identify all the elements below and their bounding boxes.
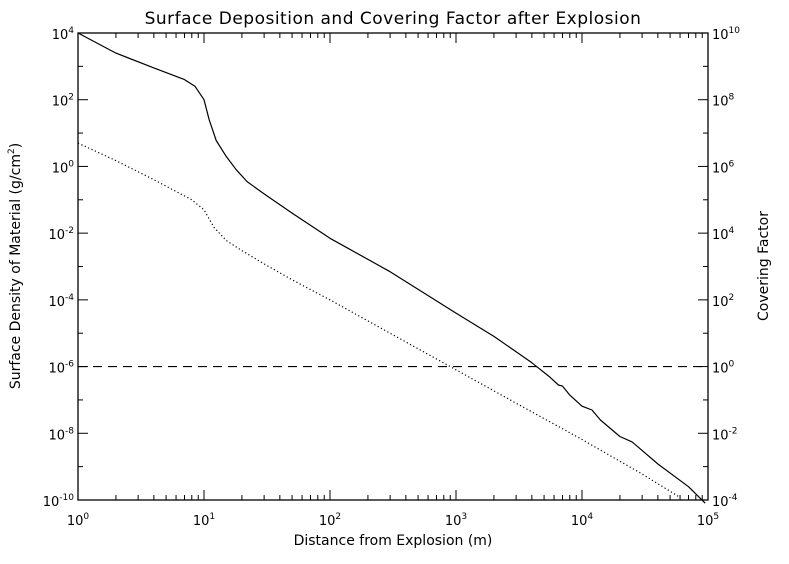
y-axis-label-end: ) — [8, 143, 24, 148]
y-tick-label-exponent: 4 — [68, 26, 74, 36]
y-tick-label-base: 10 — [52, 161, 69, 176]
x-axis-label: Distance from Explosion (m) — [294, 533, 493, 549]
y-tick-label-base: 10 — [52, 28, 69, 43]
series-line-dotted — [77, 142, 681, 498]
x-tick-label: 100 — [67, 512, 90, 529]
y2-tick-label-exponent: 4 — [729, 226, 735, 236]
y2-tick-label-base: 10 — [712, 95, 729, 110]
y-axis-label-main: Surface Density of Material (g/cm — [8, 154, 24, 389]
y-tick-label-base: 10 — [43, 495, 60, 510]
x-tick-label-base: 10 — [445, 514, 462, 529]
y2-tick-label: 1010 — [712, 26, 740, 43]
y2-tick-label-exponent: 8 — [729, 93, 735, 103]
series-line-solid — [77, 32, 706, 504]
y2-tick-label: 102 — [712, 293, 734, 310]
y-tick-label-base: 10 — [52, 95, 69, 110]
y2-tick-label-exponent: 2 — [729, 293, 735, 303]
y2-tick-label-base: 10 — [712, 362, 729, 377]
y2-tick-label: 100 — [712, 360, 735, 377]
x-tick-label-exponent: 4 — [587, 512, 593, 522]
y-tick-label-base: 10 — [48, 362, 65, 377]
y2-tick-label-base: 10 — [712, 295, 729, 310]
plot-frame — [77, 32, 709, 501]
y-tick-label-exponent: 0 — [68, 159, 74, 169]
x-tick-label: 102 — [319, 512, 341, 529]
y2-tick-label-exponent: 0 — [729, 360, 735, 370]
x-tick-label-exponent: 1 — [209, 512, 215, 522]
y-tick-label-exponent: -6 — [65, 360, 74, 370]
y-tick-label-exponent: 2 — [68, 93, 74, 103]
y2-tick-label-base: 10 — [712, 495, 729, 510]
y-axis-label: Surface Density of Material (g/cm2) — [7, 143, 24, 389]
y2-tick-label-exponent: -4 — [729, 493, 738, 503]
x-tick-label: 101 — [193, 512, 215, 529]
y-tick-label-exponent: -10 — [59, 493, 74, 503]
y2-tick-label-base: 10 — [712, 228, 729, 243]
y-tick-label: 10-4 — [48, 293, 74, 310]
x-tick-label: 103 — [445, 512, 467, 529]
y2-tick-label-base: 10 — [712, 161, 729, 176]
y-tick-label-exponent: -4 — [65, 293, 74, 303]
y2-tick-label: 10-4 — [712, 493, 738, 510]
y-tick-label: 10-8 — [48, 426, 74, 443]
x-tick-label: 105 — [697, 512, 719, 529]
y-tick-label: 102 — [52, 93, 74, 110]
y-tick-label-base: 10 — [48, 295, 65, 310]
x-axis-ticks: 100 101 102 103 104 105 — [67, 33, 719, 529]
y2-axis-label: Covering Factor — [756, 211, 772, 321]
x-tick-label-base: 10 — [67, 514, 84, 529]
chart-title: Surface Deposition and Covering Factor a… — [145, 9, 642, 29]
x-tick-label-base: 10 — [697, 514, 714, 529]
x-tick-label-base: 10 — [319, 514, 336, 529]
y-tick-label-base: 10 — [48, 228, 65, 243]
x-tick-label-exponent: 3 — [461, 512, 467, 522]
y-tick-label: 10-2 — [48, 226, 74, 243]
y-tick-label: 10-10 — [43, 493, 75, 510]
x-tick-label-exponent: 0 — [83, 512, 89, 522]
y-tick-label-exponent: -8 — [65, 426, 74, 436]
x-tick-label-exponent: 5 — [713, 512, 719, 522]
y2-tick-label: 106 — [712, 159, 735, 176]
y2-tick-label-exponent: 6 — [729, 159, 735, 169]
series-layer — [77, 32, 706, 504]
y-tick-label-exponent: -2 — [65, 226, 74, 236]
y-axis-label-superscript: 2 — [7, 148, 17, 154]
x-tick-label: 104 — [571, 512, 594, 529]
y2-tick-label-exponent: -2 — [729, 426, 738, 436]
y2-tick-label: 108 — [712, 93, 735, 110]
y-tick-label: 104 — [52, 26, 75, 43]
x-tick-label-base: 10 — [193, 514, 210, 529]
y2-tick-label-exponent: 10 — [729, 26, 741, 36]
y2-tick-label: 104 — [712, 226, 735, 243]
y2-tick-label: 10-2 — [712, 426, 738, 443]
y-tick-label: 100 — [52, 159, 75, 176]
y-tick-label-base: 10 — [48, 428, 65, 443]
y2-tick-label-base: 10 — [712, 428, 729, 443]
x-tick-label-exponent: 2 — [335, 512, 341, 522]
y-tick-label: 10-6 — [48, 360, 74, 377]
y2-tick-label-base: 10 — [712, 28, 729, 43]
x-tick-label-base: 10 — [571, 514, 588, 529]
